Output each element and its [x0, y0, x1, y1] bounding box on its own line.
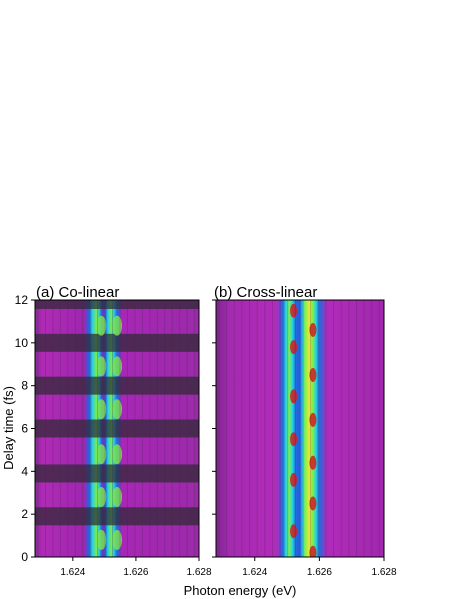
panel-b-heatmap — [216, 300, 384, 557]
panel-a-ytick-label: 0 — [21, 550, 28, 564]
panel-a-xtick-label: 1.624 — [60, 567, 85, 578]
panel-b-hot-spot — [290, 340, 298, 355]
panel-a-title: (a) Co-linear — [36, 284, 119, 301]
panel-a-bright-spot — [96, 529, 107, 550]
panel-a-dark-band — [35, 300, 199, 309]
panel-b-hot-spot — [290, 472, 298, 487]
panel-a-ytick-label: 10 — [15, 336, 29, 350]
panel-a-dark-band — [35, 419, 199, 438]
panel-b-axes: 1.624 1.626 1.628 — [212, 299, 397, 578]
panel-a-bright-spot — [112, 315, 122, 336]
panel-b-hot-spot — [309, 367, 317, 382]
panel-b-hot-spot — [309, 496, 317, 511]
panel-a-xtick-label: 1.628 — [186, 567, 211, 578]
panel-b-title: (b) Cross-linear — [214, 284, 317, 301]
panel-a-bright-spot — [112, 399, 122, 420]
panel-b-hot-spot — [309, 455, 317, 470]
panel-a-bright-spot — [112, 356, 122, 377]
panel-b-hot-spot — [309, 322, 317, 337]
panel-a-bright-spot — [96, 315, 107, 336]
panel-b-xtick-label: 1.626 — [307, 567, 332, 578]
panel-a-bright-spot — [96, 356, 107, 377]
x-axis-label: Photon energy (eV) — [184, 583, 297, 598]
panel-b-hot-spot — [290, 432, 298, 447]
panel-a-dark-band — [35, 507, 199, 526]
panel-a-xtick-label: 1.626 — [123, 567, 148, 578]
panel-a-dark-band — [35, 376, 199, 395]
panel-b-hot-spot — [290, 303, 298, 318]
panel-b-hot-spot — [290, 389, 298, 404]
panel-a-bright-spot — [96, 444, 107, 465]
panel-b-xtick-label: 1.624 — [242, 567, 267, 578]
y-axis-label: Delay time (fs) — [1, 386, 16, 470]
panel-a-dark-band — [35, 333, 199, 352]
panel-a-heatmap — [35, 300, 199, 557]
panel-a-bright-spot — [112, 529, 122, 550]
panel-a-bright-spot — [96, 399, 107, 420]
panel-b-xtick-label: 1.628 — [371, 567, 396, 578]
panel-b-hot-spot — [309, 545, 317, 557]
panel-a-ytick-label: 4 — [21, 464, 28, 478]
panel-a-dark-band — [35, 464, 199, 483]
panel-b-hot-spot — [290, 524, 298, 539]
panel-a-ytick-label: 8 — [21, 379, 28, 393]
panel-a-ytick-label: 6 — [21, 422, 28, 436]
panel-a-bright-spot — [96, 487, 107, 508]
panel-a-bright-spot — [112, 487, 122, 508]
panel-a-ytick-label: 2 — [21, 507, 28, 521]
panel-a-bright-spot — [112, 444, 122, 465]
panel-b-hot-spot — [309, 412, 317, 427]
panel-a-axes: 0 2 4 6 8 10 12 1.624 1.626 1.628 — [15, 293, 212, 578]
panel-a-ytick-label: 12 — [15, 293, 29, 307]
